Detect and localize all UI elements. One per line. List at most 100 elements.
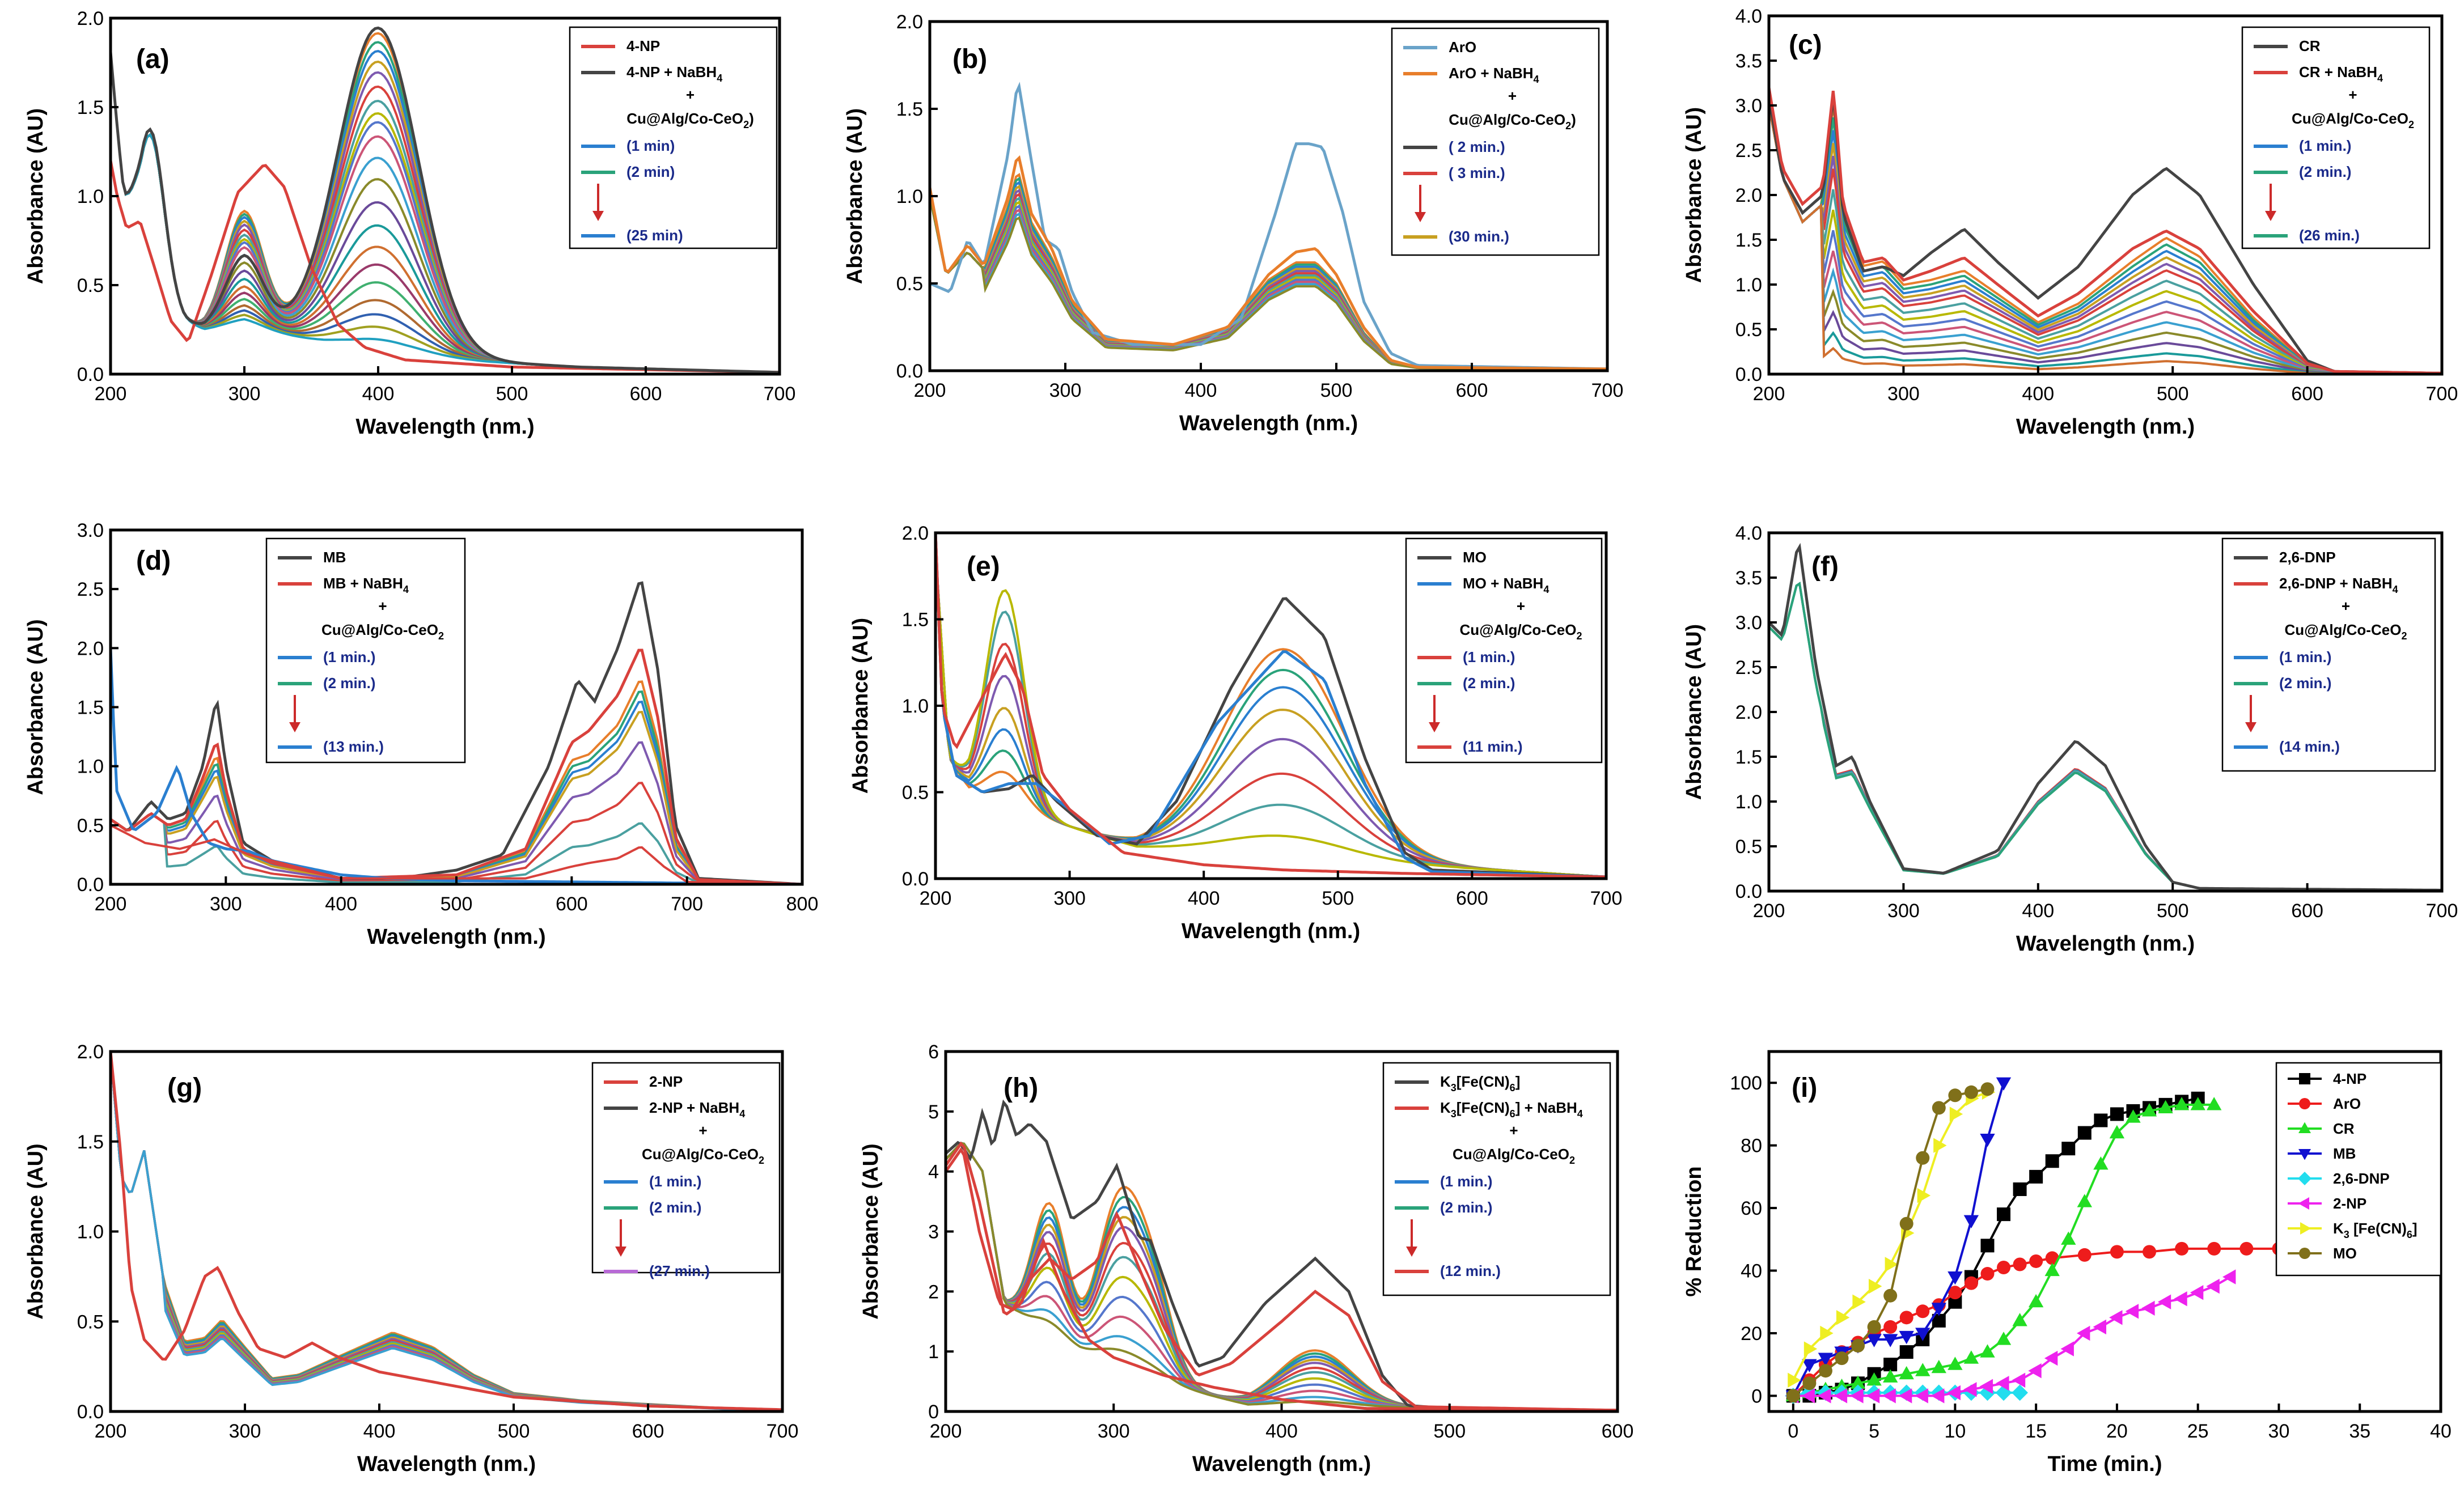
y-tick-label: 2.0 (1735, 185, 1762, 206)
panel-c: 200 300 400 500 600 700 0.0 0.5 1.0 1.5 2.0 2.5 3.0 3… (1682, 6, 2458, 439)
legend-entry: + (378, 597, 387, 614)
x-tick-label: 200 (1753, 383, 1785, 405)
data-marker (1931, 1359, 1946, 1373)
legend-entry: Cu@Alg/Co-CeO2​) (1449, 111, 1576, 132)
legend-entry: (2 min.) (604, 1199, 701, 1216)
legend-entry: + (2342, 597, 2350, 614)
x-tick-label: 5 (1869, 1421, 1879, 1442)
x-tick-label: 600 (632, 1421, 664, 1442)
x-tick-label: 400 (362, 383, 395, 405)
y-tick-label: 3.0 (1735, 95, 1762, 117)
legend-label: (13 min.) (323, 738, 384, 755)
data-marker (2109, 1125, 2125, 1139)
legend-frame (1382, 1062, 1611, 1296)
legend-text-run: CR + NaBH (2299, 63, 2377, 80)
data-marker (1997, 1261, 2011, 1274)
legend: MB MB + NaBH4​ + Cu@Alg/Co-CeO2​ (1 min.) (2 … (265, 537, 466, 764)
legend-text: Cu@Alg/Co-CeO2​ (2292, 110, 2414, 130)
subscript: 4 (403, 584, 409, 595)
legend-text-run: ArO + NaBH (1449, 65, 1534, 82)
legend-text: Cu@Alg/Co-CeO2​) (626, 110, 754, 130)
series-4-np (1786, 1091, 2205, 1403)
legend-arrow-head (2245, 722, 2256, 732)
legend-text-run: ] (1515, 1073, 1521, 1090)
legend-entry: Cu@Alg/Co-CeO2​ (1453, 1146, 1575, 1166)
legend-text-run: Cu@Alg/Co-CeO (321, 621, 438, 638)
data-marker (2299, 1098, 2310, 1109)
spectra-group (935, 533, 1606, 879)
subscript: 2 (2408, 119, 2414, 130)
legend-entry (615, 1219, 626, 1257)
legend-label: (2 min.) (649, 1199, 701, 1216)
legend-text-run: 2,6-DNP + NaBH (2279, 575, 2393, 592)
legend-text-run: K (1440, 1073, 1451, 1090)
spectra-group (1769, 542, 2442, 891)
data-marker (1915, 1363, 1930, 1376)
data-marker (2126, 1109, 2141, 1123)
legend-entry (1415, 185, 1426, 222)
data-marker (1786, 1389, 1800, 1403)
legend-entry: (2 min.) (2234, 675, 2331, 692)
x-tick-label: 500 (496, 383, 528, 405)
legend-text-run: 2,6-DNP (2333, 1170, 2390, 1187)
panel-label: (i) (1792, 1073, 1817, 1103)
x-tick-label: 600 (1456, 380, 1488, 401)
legend-text-run: ] (2412, 1220, 2418, 1237)
series-k3-fe-cn-6- (1788, 1084, 1996, 1388)
data-marker (1820, 1325, 1834, 1341)
data-marker (1932, 1101, 1946, 1115)
legend-label: (2 min.) (2299, 163, 2351, 180)
data-marker (2110, 1107, 2124, 1121)
spectra-group (930, 82, 1607, 371)
panel-label: (f) (1811, 552, 1839, 582)
legend-entry: ( 2 min.) (1403, 138, 1505, 155)
data-marker (1850, 1388, 1864, 1404)
data-marker (1964, 1276, 1978, 1290)
subscript: 4 (1543, 584, 1549, 595)
subscript: 2 (1576, 630, 1582, 642)
legend-label: 4-NP (626, 37, 660, 54)
legend-label: (1 min.) (649, 1173, 701, 1190)
legend-entry: (13 min.) (278, 738, 384, 755)
data-marker (2222, 1269, 2236, 1284)
y-tick-label: 20 (1741, 1323, 1762, 1345)
legend-entry: (2 min.) (1417, 675, 1515, 692)
legend-entry: (2 min) (581, 163, 675, 180)
legend-entry: K3​ [Fe(CN)6​] (2288, 1220, 2418, 1240)
legend-arrow-head (1429, 722, 1440, 732)
legend-entry: Cu@Alg/Co-CeO2​ (2292, 110, 2414, 130)
y-axis-label: Absorbance (AU) (849, 618, 873, 794)
x-tick-label: 700 (2426, 900, 2458, 922)
y-tick-label: 0.5 (896, 273, 923, 295)
y-tick-label: 2.5 (1735, 657, 1762, 679)
legend-text-run: CR (2333, 1120, 2355, 1137)
subscript: 2 (1565, 120, 1571, 132)
legend-entry: (12 min.) (1395, 1262, 1501, 1279)
data-marker (1915, 1388, 1928, 1404)
x-tick-label: 600 (630, 383, 662, 405)
x-tick-label: 200 (930, 1421, 962, 1442)
x-tick-label: 500 (498, 1421, 530, 1442)
legend-entry: + (698, 1122, 707, 1139)
x-tick-label: 300 (228, 383, 261, 405)
legend-text: Cu@Alg/Co-CeO2​ (1460, 621, 1582, 642)
y-tick-label: 1.0 (896, 186, 923, 207)
spectra-group (946, 1099, 1618, 1411)
subscript: 2 (2401, 630, 2407, 642)
data-marker (1997, 1207, 2011, 1222)
x-tick-label: 600 (1602, 1421, 1634, 1442)
data-marker (2125, 1304, 2139, 1319)
legend-entry: 4-NP (2288, 1070, 2366, 1087)
legend-label: (1 min) (626, 137, 675, 154)
legend-entry: (26 min.) (2254, 227, 2360, 244)
x-tick-label: 500 (1320, 380, 1353, 401)
data-marker (1834, 1388, 1848, 1404)
x-tick-label: 200 (1753, 900, 1785, 922)
legend-entry: (25 min) (581, 227, 683, 244)
y-tick-label: 2.0 (77, 8, 104, 29)
y-axis-label: Absorbance (AU) (24, 108, 48, 284)
data-marker (1963, 1215, 1979, 1228)
subscript: 3 (2344, 1229, 2349, 1240)
legend: 2,6-DNP 2,6-DNP + NaBH4​ + Cu@Alg/Co-CeO2​ (… (2221, 537, 2436, 772)
legend-entry: 2-NP + NaBH4​ (604, 1099, 745, 1120)
